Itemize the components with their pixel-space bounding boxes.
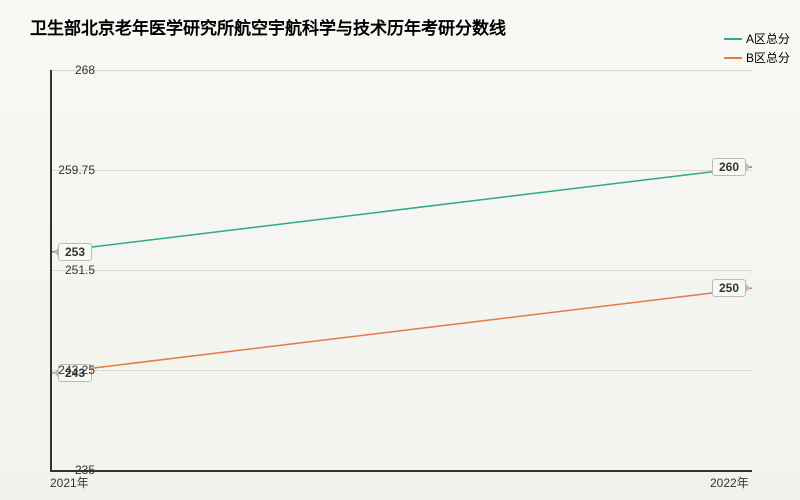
legend-item-a: A区总分 xyxy=(724,30,790,47)
legend-label-b: B区总分 xyxy=(746,49,790,66)
data-point-label: 260 xyxy=(712,158,746,176)
legend: A区总分 B区总分 xyxy=(724,30,790,68)
legend-swatch-a xyxy=(724,38,742,40)
legend-label-a: A区总分 xyxy=(746,30,790,47)
plot-area: 253260243250 xyxy=(50,70,752,472)
data-point-label: 250 xyxy=(712,279,746,297)
y-tick-label: 268 xyxy=(75,63,95,77)
y-tick-label: 259.75 xyxy=(58,163,95,177)
legend-swatch-b xyxy=(724,57,742,59)
legend-item-b: B区总分 xyxy=(724,49,790,66)
series-line xyxy=(52,288,752,373)
line-series-svg xyxy=(52,70,752,470)
y-tick-label: 251.5 xyxy=(65,263,95,277)
chart-title: 卫生部北京老年医学研究所航空宇航科学与技术历年考研分数线 xyxy=(30,14,506,39)
x-tick-label: 2022年 xyxy=(710,474,749,491)
x-tick-label: 2021年 xyxy=(50,474,89,491)
chart-container: 卫生部北京老年医学研究所航空宇航科学与技术历年考研分数线 A区总分 B区总分 2… xyxy=(0,0,800,500)
y-tick-label: 243.25 xyxy=(58,363,95,377)
data-point-label: 253 xyxy=(58,243,92,261)
series-line xyxy=(52,167,752,252)
